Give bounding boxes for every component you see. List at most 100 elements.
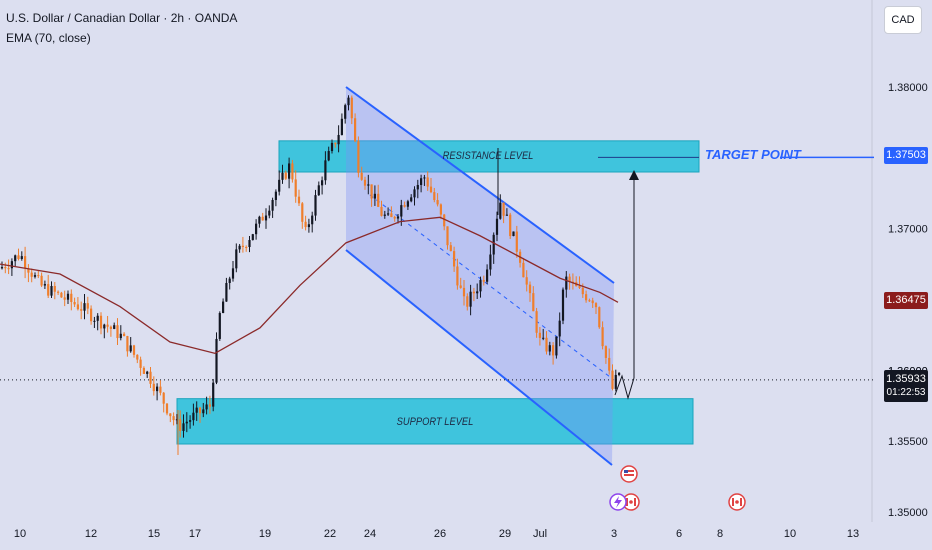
candle <box>60 292 63 298</box>
candle <box>215 338 218 383</box>
ca-flag-band <box>626 498 628 506</box>
symbol-title: U.S. Dollar / Canadian Dollar · 2h · OAN… <box>6 11 238 25</box>
candle <box>47 284 50 296</box>
candle <box>212 382 215 407</box>
candle <box>443 214 446 227</box>
candle <box>499 202 502 219</box>
candle <box>24 256 27 269</box>
candle <box>294 179 297 197</box>
candle <box>476 291 479 294</box>
candle <box>486 269 489 282</box>
us-flag-canton <box>624 470 628 473</box>
candle <box>380 206 383 216</box>
candle <box>479 280 482 292</box>
candle <box>611 370 614 389</box>
candle <box>433 192 436 201</box>
candle <box>123 333 126 337</box>
candle <box>515 231 518 252</box>
countdown-timer: 01:22:53 <box>886 387 926 398</box>
candle <box>33 275 37 277</box>
candle <box>228 278 231 283</box>
x-tick-label: 29 <box>499 528 511 540</box>
support-label: SUPPORT LEVEL <box>396 416 474 428</box>
candle <box>426 177 429 187</box>
candle <box>30 272 33 277</box>
candle <box>334 142 337 145</box>
candle <box>106 324 109 327</box>
candle <box>591 300 594 304</box>
candle <box>63 297 66 300</box>
candle <box>208 404 211 407</box>
candle <box>182 423 185 431</box>
candle <box>165 403 169 414</box>
candle <box>581 287 584 295</box>
candle <box>538 332 541 338</box>
candle <box>558 320 561 337</box>
candle <box>175 419 178 421</box>
candle <box>37 275 40 277</box>
candle <box>453 251 456 267</box>
candle <box>317 185 320 196</box>
candle <box>297 196 301 204</box>
candle <box>314 195 317 216</box>
candle <box>245 246 248 248</box>
candle <box>601 327 604 347</box>
x-tick-label: 6 <box>676 528 682 540</box>
candle <box>255 223 258 235</box>
ca-flag-band <box>634 498 636 506</box>
candle <box>222 301 225 314</box>
candle <box>429 186 433 193</box>
candle <box>83 303 86 311</box>
x-tick-label: 15 <box>148 528 160 540</box>
candle <box>146 371 149 374</box>
candle <box>99 315 103 329</box>
candle <box>410 197 413 202</box>
candle <box>231 268 235 279</box>
candle <box>393 217 396 219</box>
candle <box>555 336 558 356</box>
candle <box>406 201 409 207</box>
candle <box>169 413 172 417</box>
candle <box>403 205 406 207</box>
candle <box>156 386 159 392</box>
candle <box>492 234 495 255</box>
candle <box>525 277 528 285</box>
candle <box>548 345 551 352</box>
candle <box>278 179 281 192</box>
candle <box>66 293 70 300</box>
candle <box>354 118 357 142</box>
candle <box>446 226 449 246</box>
us-flag-stripe <box>624 474 634 476</box>
candle <box>585 294 588 301</box>
candle <box>185 421 188 424</box>
candle <box>43 284 46 286</box>
candle <box>495 218 499 235</box>
currency-button[interactable]: CAD <box>884 6 922 34</box>
candle <box>330 142 334 152</box>
candle <box>614 374 617 389</box>
projection-arrow-head <box>629 170 639 180</box>
x-tick-label: 13 <box>847 528 859 540</box>
candle <box>50 286 53 296</box>
candle <box>578 286 581 288</box>
candle <box>142 367 145 374</box>
candle <box>291 163 294 180</box>
indicator-label[interactable]: EMA (70, close) <box>6 31 91 45</box>
candle <box>248 239 251 248</box>
ca-flag-band <box>740 498 742 506</box>
target-price-tag: 1.37503 <box>884 147 928 164</box>
candle <box>347 97 350 106</box>
candle <box>27 268 30 273</box>
candle <box>238 245 241 250</box>
channel-mid-line <box>369 194 615 381</box>
candle <box>93 320 96 322</box>
candle <box>469 291 472 307</box>
candle <box>472 291 475 294</box>
candle <box>502 202 505 216</box>
x-tick-label: 19 <box>259 528 271 540</box>
ca-flag-leaf <box>735 500 739 504</box>
candle <box>561 289 565 321</box>
candle <box>40 275 43 286</box>
candle <box>172 416 175 421</box>
